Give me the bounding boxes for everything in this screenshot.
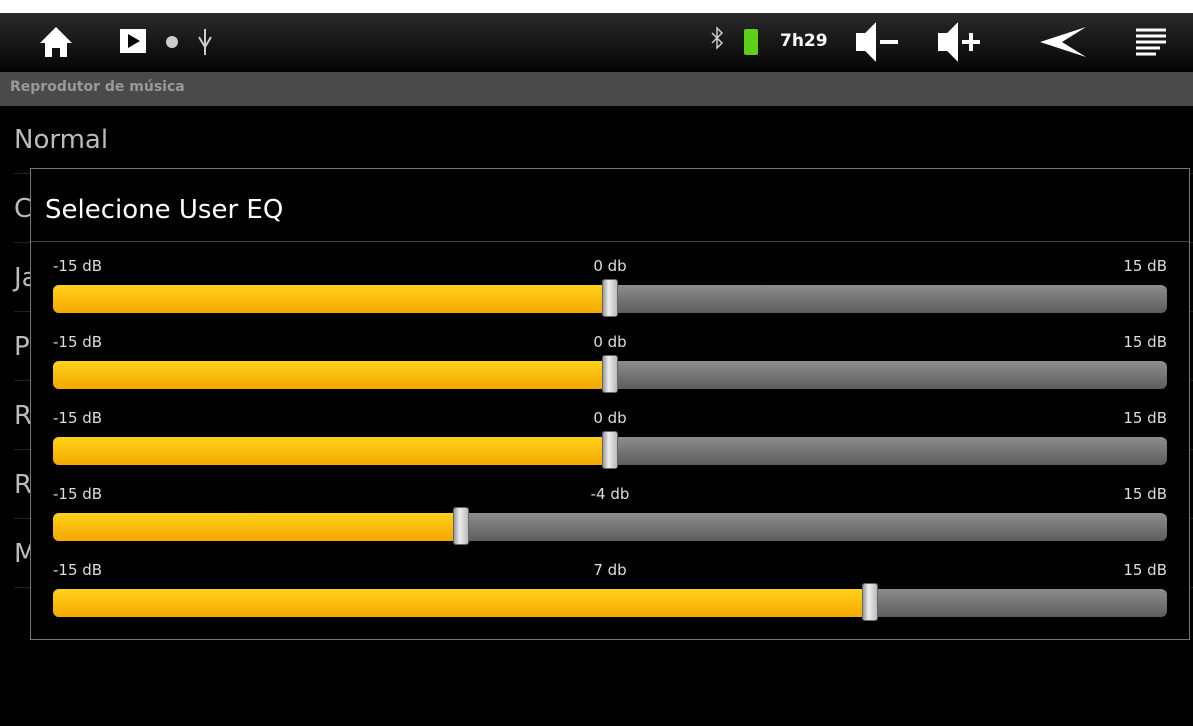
back-icon[interactable] [1040,27,1086,57]
battery-icon [744,29,758,55]
slider-fill [53,437,610,465]
debug-icon [166,36,178,48]
status-icons [40,22,1166,62]
status-bar: 7h29 [0,13,1193,71]
slider-fill [53,361,610,389]
slider-value-label: 0 db [593,333,627,351]
eq-slider: -15 dB 0 db 15 dB [53,257,1167,333]
menu-icon[interactable] [1136,28,1166,56]
slider-fill [53,589,870,617]
slider-max-label: 15 dB [1123,485,1167,503]
slider-min-label: -15 dB [53,257,103,275]
play-glyph [128,34,140,48]
bluetooth-icon [711,26,724,50]
slider-min-label: -15 dB [53,561,103,579]
home-icon[interactable] [40,27,72,57]
eq-dialog: Selecione User EQ -15 dB 0 db 15 dB -15 dB 0… [30,168,1190,640]
slider-value-label: -4 db [590,485,630,503]
slider-value-label: 0 db [593,257,627,275]
slider-value-label: 0 db [593,409,627,427]
list-item[interactable]: Normal [14,106,1193,174]
slider-min-label: -15 dB [53,485,103,503]
header-title: Reprodutor de música [10,79,185,95]
slider-value-label: 7 db [593,561,627,579]
slider-track[interactable] [53,355,1167,393]
slider-thumb[interactable] [602,279,618,317]
usb-icon [198,29,212,55]
slider-min-label: -15 dB [53,333,103,351]
slider-fill [53,513,462,541]
app-header: Reprodutor de música [0,72,1193,106]
eq-slider: -15 dB 0 db 15 dB [53,409,1167,485]
volume-down-icon[interactable] [856,22,898,62]
slider-track[interactable] [53,583,1167,621]
slider-max-label: 15 dB [1123,257,1167,275]
dialog-title: Selecione User EQ [45,195,284,225]
slider-max-label: 15 dB [1123,561,1167,579]
eq-slider: -15 dB 0 db 15 dB [53,333,1167,409]
slider-thumb[interactable] [602,355,618,393]
slider-track[interactable] [53,431,1167,469]
slider-thumb[interactable] [602,431,618,469]
screen: 7h29 Reprodutor de música NormalClássico… [0,13,1193,726]
slider-thumb[interactable] [861,583,878,621]
eq-slider: -15 dB -4 db 15 dB [53,485,1167,561]
slider-thumb[interactable] [453,507,470,545]
eq-slider: -15 dB 7 db 15 dB [53,561,1167,637]
slider-max-label: 15 dB [1123,333,1167,351]
divider [31,241,1189,242]
slider-min-label: -15 dB [53,409,103,427]
volume-up-icon[interactable] [938,22,980,62]
clock: 7h29 [780,31,828,51]
slider-max-label: 15 dB [1123,409,1167,427]
slider-track[interactable] [53,507,1167,545]
slider-fill [53,285,610,313]
slider-track[interactable] [53,279,1167,317]
